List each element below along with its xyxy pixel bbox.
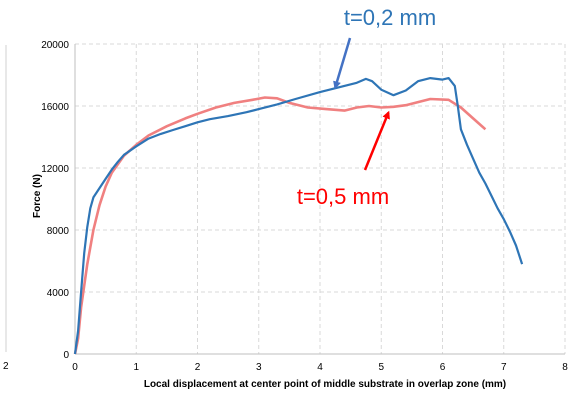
y-tick-label: 8000	[47, 226, 70, 237]
x-tick-label: 7	[501, 362, 507, 373]
y-tick-label: 4000	[47, 288, 70, 299]
x-tick-label: 4	[317, 362, 323, 373]
annotations: t=0,2 mm t=0,5 mm	[297, 5, 436, 209]
annotation-label-t02: t=0,2 mm	[344, 5, 436, 30]
x-tick-label: 6	[440, 362, 446, 373]
x-axis-title: Local displacement at center point of mi…	[144, 379, 506, 390]
y-tick-label: 16000	[41, 102, 69, 113]
x-tick-label: 1	[133, 362, 139, 373]
series-line-t02	[73, 77, 524, 355]
annotation-arrow-t05	[363, 110, 390, 171]
y-tick-label: 12000	[41, 164, 69, 175]
series-line-t05	[73, 96, 487, 355]
x-tick-label: 2	[195, 362, 201, 373]
annotation-arrow-t02	[333, 37, 352, 90]
plot-area: 0 1 2 3 4 5 6 7 8 0 4000 8000 12000 16000 20000	[41, 40, 568, 373]
y-tick-label: 20000	[41, 40, 69, 51]
x-tick-label: 8	[562, 362, 568, 373]
cropped-x-tick-label: 2	[3, 361, 9, 372]
x-tick-label: 3	[256, 362, 262, 373]
y-tick-label: 0	[63, 350, 69, 361]
annotation-label-t05: t=0,5 mm	[297, 184, 389, 209]
x-tick-label: 0	[72, 362, 78, 373]
x-tick-label: 5	[378, 362, 384, 373]
y-axis-title: Force (N)	[32, 174, 43, 218]
